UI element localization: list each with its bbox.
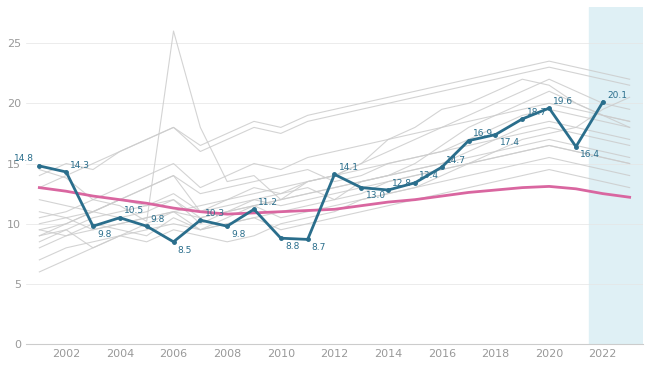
Text: 14.1: 14.1 xyxy=(339,163,359,172)
Text: 16.9: 16.9 xyxy=(473,129,493,138)
Text: 16.4: 16.4 xyxy=(580,150,600,160)
Text: 17.4: 17.4 xyxy=(500,138,519,147)
Text: 20.1: 20.1 xyxy=(607,91,627,100)
Text: 8.5: 8.5 xyxy=(177,246,192,255)
Text: 13.0: 13.0 xyxy=(365,191,385,201)
Text: 14.3: 14.3 xyxy=(70,161,90,169)
Text: 13.4: 13.4 xyxy=(419,171,439,180)
Bar xyxy=(590,7,643,344)
Text: 14.8: 14.8 xyxy=(14,154,34,164)
Text: 8.8: 8.8 xyxy=(285,242,300,251)
Text: 9.8: 9.8 xyxy=(98,230,112,239)
Text: 10.5: 10.5 xyxy=(124,206,144,215)
Text: 9.8: 9.8 xyxy=(151,215,165,224)
Text: 10.3: 10.3 xyxy=(205,209,225,218)
Text: 8.7: 8.7 xyxy=(312,243,326,252)
Text: 12.8: 12.8 xyxy=(393,179,412,188)
Text: 14.7: 14.7 xyxy=(446,156,466,165)
Text: 11.2: 11.2 xyxy=(258,198,278,207)
Text: 19.6: 19.6 xyxy=(553,97,573,106)
Text: 9.8: 9.8 xyxy=(231,230,246,239)
Text: 18.7: 18.7 xyxy=(526,108,547,116)
